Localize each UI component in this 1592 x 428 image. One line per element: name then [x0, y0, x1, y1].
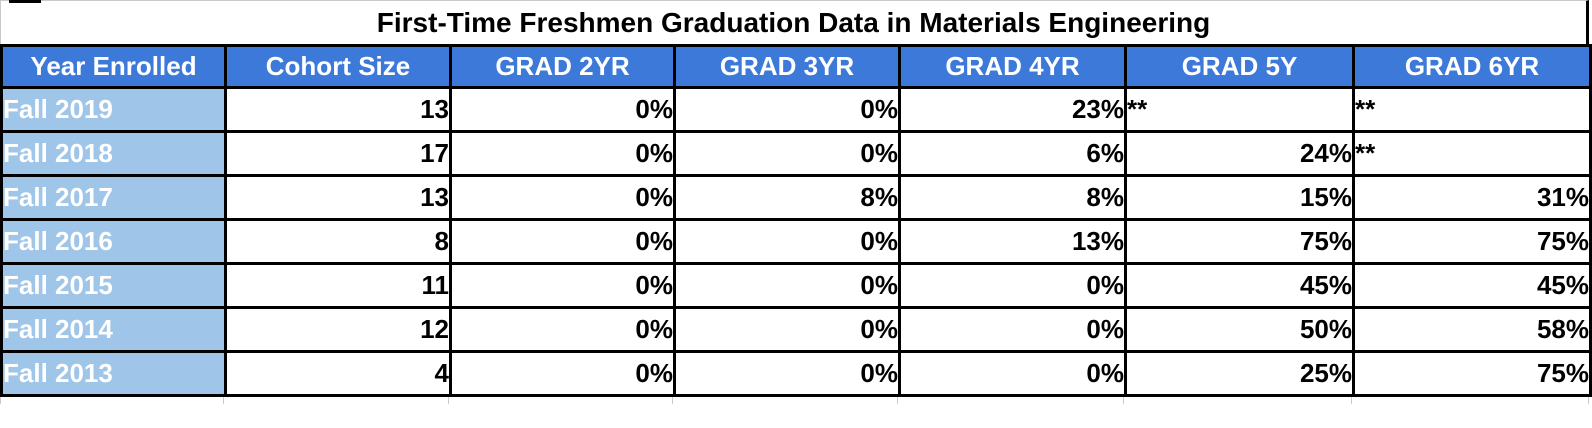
col-header-grad-3yr[interactable]: GRAD 3YR [673, 44, 901, 89]
cell-grad-5y[interactable]: 50% [1124, 306, 1355, 353]
cell-grad-4yr[interactable]: 0% [898, 306, 1127, 353]
cell-grad-4yr[interactable]: 23% [898, 86, 1127, 133]
table-title: First-Time Freshmen Graduation Data in M… [376, 6, 1211, 38]
header-row: Year Enrolled Cohort Size GRAD 2YR GRAD … [0, 44, 1592, 89]
cell-grad-5y[interactable]: ** [1124, 86, 1355, 133]
cell-grad-4yr[interactable]: 0% [898, 350, 1127, 397]
cell-grad-2yr[interactable]: 0% [449, 174, 676, 221]
cell-grad-3yr[interactable]: 0% [673, 130, 901, 177]
cell-grad-3yr[interactable]: 0% [673, 306, 901, 353]
col-header-year-enrolled[interactable]: Year Enrolled [0, 44, 227, 89]
table-row: Fall 2018 17 0% 0% 6% 24% ** [0, 130, 1592, 177]
cell-grad-6yr[interactable]: 58% [1352, 306, 1592, 353]
gridline-cell [898, 397, 1124, 404]
table-title-row: First-Time Freshmen Graduation Data in M… [0, 0, 1589, 44]
cell-grad-6yr[interactable]: 75% [1352, 350, 1592, 397]
cell-grad-5y[interactable]: 15% [1124, 174, 1355, 221]
cell-grad-4yr[interactable]: 13% [898, 218, 1127, 265]
cell-grad-4yr[interactable]: 0% [898, 262, 1127, 309]
cell-grad-6yr[interactable]: 75% [1352, 218, 1592, 265]
cell-year[interactable]: Fall 2016 [0, 218, 227, 265]
table-row: Fall 2015 11 0% 0% 0% 45% 45% [0, 262, 1592, 309]
cell-year[interactable]: Fall 2017 [0, 174, 227, 221]
col-header-grad-5y[interactable]: GRAD 5Y [1124, 44, 1355, 89]
cell-grad-3yr[interactable]: 0% [673, 86, 901, 133]
cell-grad-6yr[interactable]: ** [1352, 86, 1592, 133]
top-border-fragment [9, 0, 41, 3]
cell-year[interactable]: Fall 2013 [0, 350, 227, 397]
cell-grad-5y[interactable]: 25% [1124, 350, 1355, 397]
table-row: Fall 2016 8 0% 0% 13% 75% 75% [0, 218, 1592, 265]
cell-year[interactable]: Fall 2019 [0, 86, 227, 133]
cell-cohort-size[interactable]: 12 [224, 306, 452, 353]
col-header-cohort-size[interactable]: Cohort Size [224, 44, 452, 89]
cell-grad-5y[interactable]: 45% [1124, 262, 1355, 309]
cell-grad-2yr[interactable]: 0% [449, 130, 676, 177]
cell-grad-2yr[interactable]: 0% [449, 350, 676, 397]
cell-grad-4yr[interactable]: 6% [898, 130, 1127, 177]
cell-grad-4yr[interactable]: 8% [898, 174, 1127, 221]
cell-grad-6yr[interactable]: 31% [1352, 174, 1592, 221]
partial-next-row [0, 397, 1589, 404]
cell-grad-3yr[interactable]: 8% [673, 174, 901, 221]
cell-cohort-size[interactable]: 13 [224, 174, 452, 221]
table-row: Fall 2013 4 0% 0% 0% 25% 75% [0, 350, 1592, 397]
gridline-cell [1124, 397, 1352, 404]
cell-grad-2yr[interactable]: 0% [449, 306, 676, 353]
cell-cohort-size[interactable]: 11 [224, 262, 452, 309]
cell-grad-2yr[interactable]: 0% [449, 86, 676, 133]
cell-cohort-size[interactable]: 17 [224, 130, 452, 177]
table-row: Fall 2014 12 0% 0% 0% 50% 58% [0, 306, 1592, 353]
cell-year[interactable]: Fall 2018 [0, 130, 227, 177]
cell-grad-6yr[interactable]: 45% [1352, 262, 1592, 309]
cell-grad-3yr[interactable]: 0% [673, 262, 901, 309]
cell-grad-6yr[interactable]: ** [1352, 130, 1592, 177]
col-header-grad-2yr[interactable]: GRAD 2YR [449, 44, 676, 89]
col-header-grad-6yr[interactable]: GRAD 6YR [1352, 44, 1592, 89]
gridline-cell [673, 397, 898, 404]
gridline-cell [224, 397, 449, 404]
cell-cohort-size[interactable]: 13 [224, 86, 452, 133]
cell-grad-5y[interactable]: 24% [1124, 130, 1355, 177]
col-header-grad-4yr[interactable]: GRAD 4YR [898, 44, 1127, 89]
table-row: Fall 2019 13 0% 0% 23% ** ** [0, 86, 1592, 133]
cell-grad-3yr[interactable]: 0% [673, 218, 901, 265]
cell-grad-5y[interactable]: 75% [1124, 218, 1355, 265]
table-row: Fall 2017 13 0% 8% 8% 15% 31% [0, 174, 1592, 221]
cell-year[interactable]: Fall 2014 [0, 306, 227, 353]
cell-cohort-size[interactable]: 4 [224, 350, 452, 397]
cell-grad-3yr[interactable]: 0% [673, 350, 901, 397]
gridline-cell [1352, 397, 1589, 404]
cell-year[interactable]: Fall 2015 [0, 262, 227, 309]
cell-grad-2yr[interactable]: 0% [449, 262, 676, 309]
cell-grad-2yr[interactable]: 0% [449, 218, 676, 265]
gridline-cell [449, 397, 673, 404]
graduation-data-table: Year Enrolled Cohort Size GRAD 2YR GRAD … [0, 44, 1592, 397]
gridline-cell [0, 397, 224, 404]
cell-cohort-size[interactable]: 8 [224, 218, 452, 265]
